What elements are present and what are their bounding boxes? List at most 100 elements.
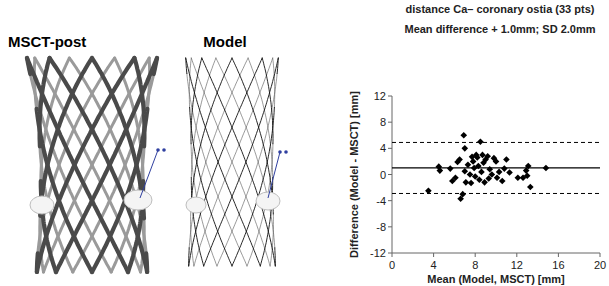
x-tick — [433, 253, 434, 257]
strut — [260, 178, 272, 266]
ostium — [256, 192, 280, 210]
limit-line — [392, 142, 600, 143]
y-tick — [388, 122, 392, 123]
x-tick-label: 16 — [552, 259, 564, 271]
data-point — [489, 171, 496, 178]
strut — [189, 58, 248, 248]
y-axis-label: Difference (Model - MSCT) [mm] — [348, 91, 360, 258]
strut — [191, 178, 203, 266]
strut — [216, 58, 275, 248]
y-tick-label: 12 — [374, 90, 386, 102]
strut — [191, 58, 232, 211]
strut — [273, 58, 275, 107]
data-point — [477, 138, 484, 145]
strut — [40, 58, 50, 146]
strut — [37, 58, 134, 272]
y-tick — [388, 253, 392, 254]
marker-dot — [278, 150, 282, 154]
data-point — [501, 165, 508, 172]
data-point — [494, 174, 501, 181]
panel-title: Model — [203, 33, 246, 50]
data-point — [484, 153, 491, 160]
strut — [232, 58, 273, 214]
msct-panel: MSCT-post — [8, 33, 166, 272]
x-tick-label: 0 — [389, 259, 395, 271]
ostium — [124, 190, 152, 210]
y-tick — [388, 226, 392, 227]
marker-dot — [156, 148, 160, 152]
x-tick — [516, 253, 517, 257]
data-point — [462, 145, 469, 152]
strut — [50, 58, 148, 272]
x-axis-label: Mean (Model, MSCT) [mm] — [427, 273, 565, 285]
data-point — [493, 158, 500, 165]
model-stent-front — [186, 58, 279, 266]
model-panel: Model — [186, 33, 288, 266]
data-point — [463, 179, 470, 186]
panel-title: MSCT-post — [8, 33, 86, 50]
limit-line — [392, 193, 600, 194]
data-point — [496, 169, 503, 176]
chart-title: distance Ca– coronary ostia (33 pts) — [406, 3, 595, 15]
data-point — [499, 178, 506, 185]
data-point — [543, 165, 550, 172]
x-tick — [558, 253, 559, 257]
data-point — [456, 156, 463, 163]
data-point — [470, 158, 477, 165]
x-tick — [392, 253, 393, 257]
model-stent-back — [187, 58, 277, 266]
strut — [274, 248, 276, 266]
plot-area — [392, 132, 600, 202]
ostium — [186, 197, 206, 213]
msct-stent-back — [30, 58, 153, 272]
data-point — [437, 167, 444, 174]
data-point — [452, 174, 459, 181]
data-point — [462, 168, 469, 175]
strut — [191, 58, 216, 178]
data-point — [465, 161, 472, 168]
y-tick-label: 4 — [380, 142, 386, 154]
data-point — [527, 184, 534, 191]
strut — [144, 253, 149, 272]
strut — [232, 107, 274, 266]
msct-stent-front — [27, 58, 157, 272]
data-point — [478, 169, 485, 176]
marker-dot — [162, 148, 166, 152]
chart-subtitle: Mean difference + 1.0mm; SD 2.0mm — [404, 23, 595, 35]
y-tick — [388, 96, 392, 97]
data-point — [447, 165, 454, 172]
y-tick — [388, 148, 392, 149]
ostium — [30, 196, 54, 214]
strut — [35, 58, 141, 272]
data-point — [468, 180, 475, 187]
strut — [187, 74, 247, 266]
y-tick — [388, 200, 392, 201]
x-tick-label: 20 — [594, 259, 606, 271]
x-tick-label: 4 — [431, 259, 437, 271]
data-point — [506, 169, 513, 176]
strut — [190, 107, 232, 266]
y-tick-label: -4 — [376, 195, 386, 207]
strut — [202, 58, 275, 266]
strut — [217, 74, 277, 266]
chart: distance Ca– coronary ostia (33 pts) Mean… — [348, 3, 606, 285]
strut — [189, 58, 263, 266]
marker-line — [140, 150, 158, 198]
x-axis — [392, 253, 600, 254]
strut — [191, 58, 270, 266]
marker-line — [268, 152, 280, 198]
strut — [27, 58, 30, 74]
strut — [56, 58, 157, 272]
data-point — [459, 191, 466, 198]
data-point — [503, 156, 510, 163]
x-tick-label: 8 — [472, 259, 478, 271]
model-stent — [186, 58, 279, 266]
strut — [186, 58, 261, 266]
y-tick-label: -8 — [376, 221, 386, 233]
y-tick-label: -12 — [370, 247, 386, 259]
strut — [204, 58, 279, 266]
data-point — [525, 163, 532, 170]
y-tick — [388, 174, 392, 175]
data-point — [524, 173, 531, 180]
x-tick — [475, 253, 476, 257]
